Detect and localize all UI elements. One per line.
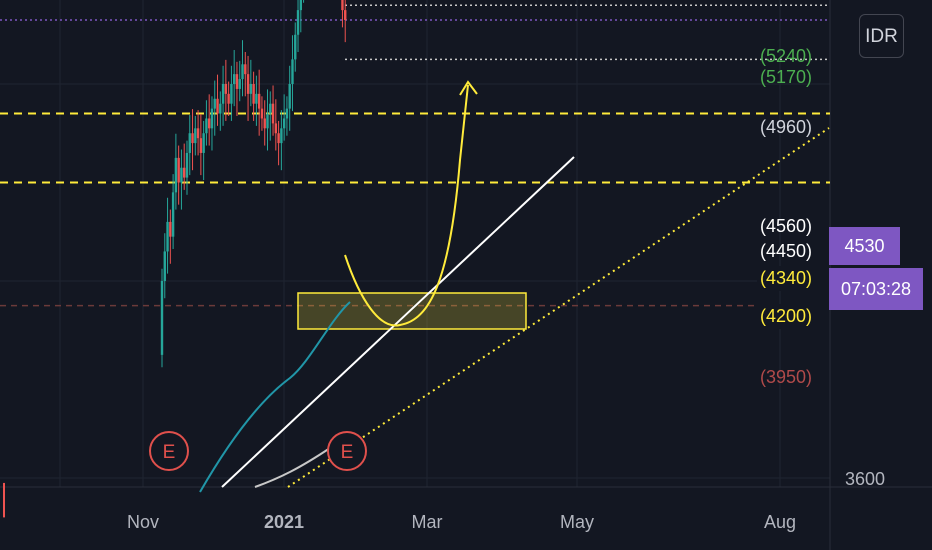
level-label: (4200) [760, 306, 812, 326]
candle-body [194, 128, 197, 144]
candle-body [232, 74, 236, 84]
candle-body [207, 118, 211, 129]
level-label: (4340) [760, 268, 812, 288]
candle-body [246, 74, 250, 94]
candle-body [219, 103, 222, 114]
candle-body [180, 167, 183, 183]
projection-arrowhead [459, 80, 478, 96]
candle-body [288, 84, 291, 109]
level-label: (3950) [760, 367, 812, 387]
earnings-marker-circle [149, 431, 189, 471]
candle-body [274, 123, 278, 134]
time-tick-label: Aug [764, 512, 796, 532]
candle-body [263, 118, 266, 129]
price-level-lines [0, 4, 830, 307]
candle-body [294, 34, 297, 60]
level-label: (5170) [760, 67, 812, 87]
candle-body [285, 108, 289, 119]
candle-body [202, 133, 205, 153]
candle-body [196, 128, 200, 139]
candle-body [174, 157, 178, 193]
candle-body [177, 157, 180, 183]
candle-body [299, 0, 303, 11]
time-tick-label: May [560, 512, 594, 532]
last-price-badge: 4530 [829, 227, 900, 265]
price-tick-label: 3600 [845, 469, 885, 489]
trend-drawings [199, 80, 830, 493]
candle-body [183, 167, 186, 178]
candle-body [185, 152, 189, 178]
candle-body [163, 251, 166, 281]
candle-body [216, 98, 219, 114]
candle-body [241, 64, 244, 80]
candle-body [341, 0, 344, 11]
candle-body [224, 84, 228, 94]
candle-body [166, 221, 169, 252]
level-label: (4960) [760, 117, 812, 137]
candle-body [238, 79, 241, 89]
candle-body [252, 84, 255, 104]
long-moving-average-line [254, 447, 331, 488]
candle-body [244, 64, 247, 75]
candle-body [235, 74, 239, 89]
candle-body [296, 10, 300, 35]
countdown-badge: 07:03:28 [829, 268, 923, 310]
level-labels: (5240)(5170) (4960) (4560) (4450) (4340) (420… [757, 46, 829, 387]
candle-body [271, 103, 275, 124]
candle-body [282, 118, 286, 129]
candle-body [230, 84, 233, 104]
uptrend-line [221, 156, 575, 488]
earnings-marker-label: E [341, 442, 354, 463]
candle-body [210, 108, 214, 129]
support-zone-box [297, 292, 527, 330]
level-label: (4560) [760, 216, 812, 236]
level-label: (4450) [760, 241, 812, 261]
candle-body [249, 84, 253, 94]
candle-body [199, 138, 203, 153]
time-axis: Nov 2021 Mar May Aug [127, 512, 796, 532]
candle-body [291, 59, 294, 84]
level-label: (5240) [760, 46, 812, 66]
candle-body [255, 93, 258, 104]
earnings-marker-circle [327, 431, 367, 471]
candle-body [280, 128, 283, 144]
candle-body [191, 133, 194, 144]
last-price-value: 4530 [844, 236, 885, 256]
level-label-bg [757, 304, 829, 329]
candle-body [169, 221, 172, 237]
candle-body [257, 93, 261, 109]
time-tick-label: 2021 [264, 512, 304, 532]
candlestick-series [3, 0, 347, 518]
countdown-value: 07:03:28 [840, 279, 912, 299]
moving-average-line [199, 301, 351, 493]
candle-body [260, 108, 264, 119]
level-label-bg [757, 266, 829, 291]
candle-body [227, 93, 230, 104]
dotted-channel-line [287, 127, 830, 488]
candle-body [213, 98, 216, 109]
candle-body [205, 118, 208, 134]
currency-button[interactable]: IDR [859, 14, 904, 58]
candle-body [277, 133, 280, 144]
candle-body [266, 113, 269, 129]
candle-body [221, 84, 225, 104]
candle-body [269, 103, 272, 114]
candle-body [171, 192, 175, 237]
candle-body [344, 10, 347, 20]
time-tick-label: Nov [127, 512, 159, 532]
candle-body [160, 281, 164, 355]
projection-curve [344, 84, 469, 327]
earnings-marker-label: E [163, 442, 176, 463]
candle-body [188, 133, 191, 153]
time-tick-label: Mar [412, 512, 443, 532]
